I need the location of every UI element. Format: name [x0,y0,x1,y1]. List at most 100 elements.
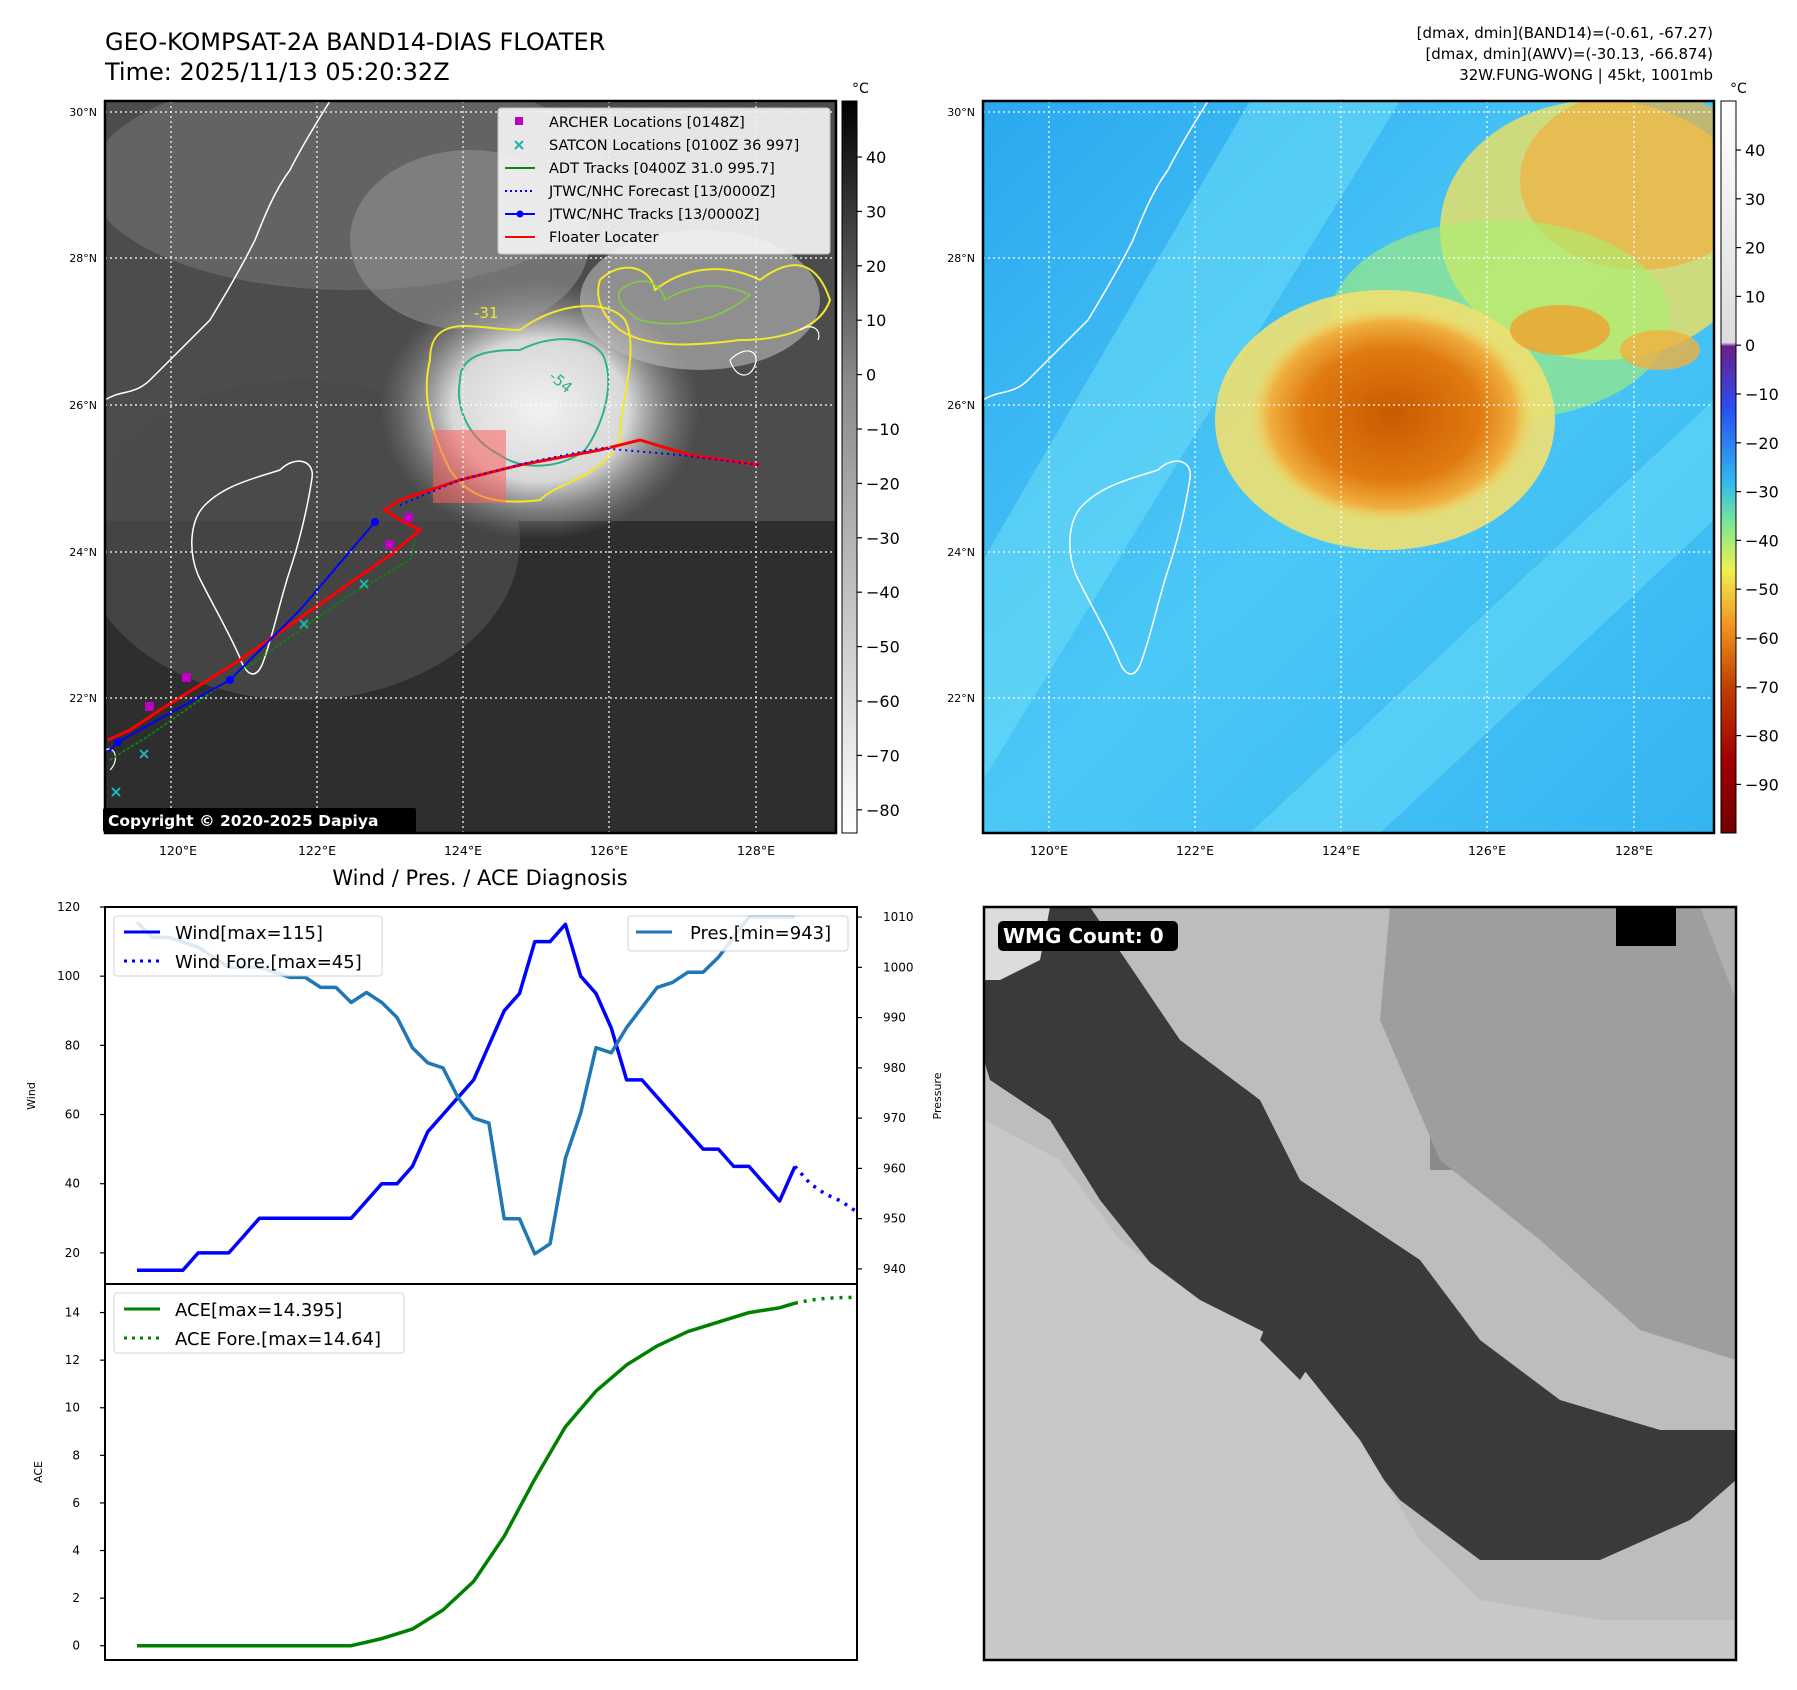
ace-legend: ACE[max=14.395] ACE Fore.[max=14.64] [113,1292,405,1354]
stats-awv: [dmax, dmin](AWV)=(-30.13, -66.874) [1425,45,1713,63]
pressure-tick-label: 990 [883,1011,906,1025]
legend-archer: ARCHER Locations [0148Z] [549,115,745,131]
floater-box [433,430,506,503]
ir-lat-26n: 26°N [69,399,97,412]
pressure-tick-label: 980 [883,1061,906,1075]
archer-location [145,702,154,711]
awv-lon-122e: 122°E [1176,843,1214,858]
awv-map-panel: 30°N 28°N 26°N 24°N 22°N 120°E 122°E 124… [947,99,1716,858]
wind-axis-label: Wind [25,1082,38,1110]
ir-lon-122e: 122°E [298,843,336,858]
colorbar-tick-label: 30 [1745,190,1765,209]
ir-map-panel: -31 -54 [69,99,838,858]
awv-lat-24n: 24°N [947,546,975,559]
ir-lon-128e: 128°E [737,843,775,858]
legend-pressure: Pres.[min=943] [690,923,831,944]
legend-ace: ACE[max=14.395] [175,1300,342,1321]
awv-lon-124e: 124°E [1322,843,1360,858]
figure-title: GEO-KOMPSAT-2A BAND14-DIAS FLOATER [105,28,605,56]
pressure-tick-label: 950 [883,1212,906,1226]
colorbar-tick-label: −10 [866,420,900,439]
ace-tick-label: 4 [72,1544,80,1558]
copyright-text: Copyright © 2020-2025 Dapiya [108,812,378,830]
ir-lat-22n: 22°N [69,692,97,705]
colorbar-tick-label: −40 [866,583,900,602]
map-legend: ARCHER Locations [0148Z] SATCON Location… [497,107,831,255]
square-icon [515,117,523,125]
ir-colorbar-ticks: 40 30 20 10 0 −10 −20 −30 −40 −50 −60 −70 −80 [857,148,900,820]
floater-track [107,438,761,742]
x-icon [514,140,524,150]
taiwan-coastline [191,460,313,675]
colorbar-tick-label: −20 [1745,434,1779,453]
pressure-axis-label: Pressure [931,1072,944,1119]
ace-tick-label: 6 [72,1496,80,1510]
ace-tick-label: 14 [65,1306,80,1320]
awv-lon-126e: 126°E [1468,843,1506,858]
figure-time: Time: 2025/11/13 05:20:32Z [104,58,450,86]
pressure-legend: Pres.[min=943] [627,915,849,952]
wmg-count-text: WMG Count: 0 [1003,924,1164,948]
awv-colorbar-ticks: 40 30 20 10 0 −10 −20 −30 −40 −50 −60 −70 −80 −90 [1736,141,1779,794]
ir-lat-24n: 24°N [69,546,97,559]
legend-floater: Floater Locater [549,230,658,246]
series-line-1 [793,1165,858,1213]
wind-tick-label: 120 [57,900,80,914]
colorbar-tick-label: −80 [1745,727,1779,746]
ace-series-line-1 [794,1295,857,1305]
wind-tick-label: 100 [57,969,80,983]
colorbar-tick-label: 10 [1745,287,1765,306]
ace-tick-label: 2 [72,1591,80,1605]
awv-map-frame [981,99,1716,835]
wind-legend: Wind[max=115] Wind Fore.[max=45] [113,915,383,977]
legend-adt: ADT Tracks [0400Z 31.0 995.7] [549,161,775,177]
colorbar-tick-label: 0 [866,366,876,385]
diagnosis-title: Wind / Pres. / ACE Diagnosis [332,866,627,890]
ace-tick-label: 8 [72,1448,80,1462]
colorbar-tick-label: −10 [1745,385,1779,404]
wmg-imagery [984,907,1736,1660]
colorbar-tick-label: −40 [1745,531,1779,550]
copyright-box [103,808,416,832]
colorbar-tick-label: −90 [1745,775,1779,794]
colorbar-tick-label: −30 [1745,483,1779,502]
ace-chart: 0 2 4 6 8 10 12 14 ACE ACE[max=14.395] ACE Fore… [32,1283,858,1661]
jtwc-track-point [114,738,122,746]
pressure-tick-label: 1000 [883,960,914,974]
colorbar-tick-label: 40 [866,148,886,167]
ir-lat-28n: 28°N [69,252,97,265]
awv-gridlines [983,101,1714,833]
pressure-tick-label: 960 [883,1161,906,1175]
ir-map-frame [103,99,838,835]
awv-china-coastline [983,101,1209,401]
wind-pressure-chart: 20 40 60 80 100 120 940 950 960 970 980 990 1000 101… [25,900,944,1285]
colorbar-tick-label: −20 [866,474,900,493]
wind-tick-label: 40 [65,1177,80,1191]
legend-wind: Wind[max=115] [175,923,323,944]
ir-lon-120e: 120°E [159,843,197,858]
archer-location [385,540,394,549]
colorbar-tick-label: −50 [1745,580,1779,599]
ir-gridlines [105,101,836,833]
ace-axis-label: ACE [32,1461,45,1483]
series-line-0 [137,922,797,1272]
awv-lon-120e: 120°E [1030,843,1068,858]
ace-tick-label: 0 [72,1639,80,1653]
colorbar-tick-label: 0 [1745,336,1755,355]
pressure-tick-label: 970 [883,1111,906,1125]
ir-colorbar: °C 40 30 20 10 0 −10 −20 −30 −40 −50 −60 −70 −80 [841,81,900,834]
awv-lat-28n: 28°N [947,252,975,265]
colorbar-tick-label: 20 [1745,239,1765,258]
awv-lat-26n: 26°N [947,399,975,412]
colorbar-tick-label: 30 [866,202,886,221]
ir-lon-126e: 126°E [590,843,628,858]
legend-ace-fore: ACE Fore.[max=14.64] [175,1329,381,1350]
wmg-panel: WMG Count: 0 [982,905,1738,1662]
china-coastline [105,101,331,401]
legend-satcon: SATCON Locations [0100Z 36 997] [549,138,799,154]
colorbar-tick-label: −50 [866,638,900,657]
colorbar-tick-label: −70 [1745,678,1779,697]
awv-lat-30n: 30°N [947,106,975,119]
colorbar-tick-label: −80 [866,801,900,820]
colorbar-tick-label: 20 [866,257,886,276]
